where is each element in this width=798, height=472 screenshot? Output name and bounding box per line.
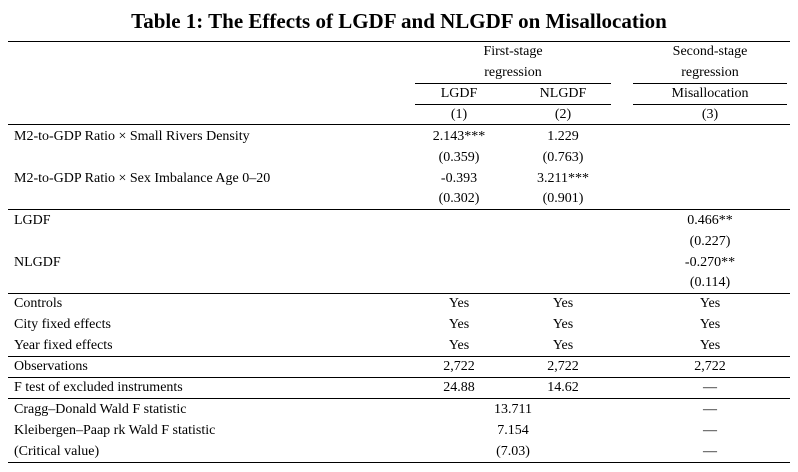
cell-nlgdf-c3: -0.270** — [684, 255, 736, 270]
panel-a-rule — [8, 209, 790, 210]
cell-year-fe-c2: Yes — [552, 338, 574, 353]
cell-observations-c2: 2,722 — [547, 359, 579, 374]
cell-observations-c3: 2,722 — [694, 359, 726, 374]
ftest-rule — [8, 398, 790, 399]
cell-year-fe-c1: Yes — [448, 338, 470, 353]
table-title: Table 1: The Effects of LGDF and NLGDF o… — [131, 9, 667, 33]
col-number-2: (2) — [554, 107, 572, 122]
col-header-lgdf: LGDF — [440, 86, 478, 101]
obs-rule — [8, 377, 790, 378]
row-label-f-test: F test of excluded instruments — [14, 380, 183, 395]
row-label-cragg-donald: Cragg–Donald Wald F statistic — [14, 402, 187, 417]
bottom-rule — [8, 462, 790, 463]
row-label-controls: Controls — [14, 296, 63, 311]
cell-f-test-c3: — — [703, 380, 717, 395]
cell-kleibergen-paap-c3: — — [703, 423, 717, 438]
cell-controls-c1: Yes — [448, 296, 470, 311]
colnum-rule-2 — [633, 104, 787, 105]
cell-sex-imbalance-c1-se: (0.302) — [438, 191, 480, 206]
cell-lgdf-c3-se: (0.227) — [689, 234, 731, 249]
cell-cragg-donald-merged: 13.711 — [494, 402, 532, 417]
cell-sex-imbalance-c1: -0.393 — [440, 171, 478, 186]
row-label-sex-imbalance: M2-to-GDP Ratio × Sex Imbalance Age 0–20 — [14, 171, 271, 186]
row-label-nlgdf: NLGDF — [14, 255, 61, 270]
cell-observations-c1: 2,722 — [443, 359, 475, 374]
col-number-3: (3) — [701, 107, 719, 122]
top-rule — [8, 41, 790, 42]
fe-rule — [8, 356, 790, 357]
first-stage-rule — [415, 83, 611, 84]
row-label-year-fe: Year fixed effects — [14, 338, 113, 353]
cell-f-test-c2: 14.62 — [547, 380, 579, 395]
cell-cragg-donald-c3: — — [703, 402, 717, 417]
row-label-kleibergen-paap: Kleibergen–Paap rk Wald F statistic — [14, 423, 216, 438]
second-stage-header-line1: Second-stage — [672, 44, 748, 59]
cell-critical-value-c3: — — [703, 444, 717, 459]
cell-sex-imbalance-c2: 3.211*** — [537, 171, 589, 186]
row-label-critical-value: (Critical value) — [14, 444, 100, 459]
cell-controls-c3: Yes — [699, 296, 721, 311]
colnum-rule-1 — [415, 104, 611, 105]
second-stage-rule — [633, 83, 787, 84]
row-label-small-rivers: M2-to-GDP Ratio × Small Rivers Density — [14, 129, 250, 144]
cell-critical-value-merged: (7.03) — [496, 444, 530, 459]
cell-kleibergen-paap-merged: 7.154 — [497, 423, 529, 438]
cell-year-fe-c3: Yes — [699, 338, 721, 353]
cell-lgdf-c3: 0.466** — [687, 213, 733, 228]
cell-nlgdf-c3-se: (0.114) — [689, 275, 731, 290]
second-stage-header-line2: regression — [681, 65, 739, 80]
cell-small-rivers-c1-se: (0.359) — [438, 150, 480, 165]
cell-city-fe-c2: Yes — [552, 317, 574, 332]
first-stage-header-line1: First-stage — [483, 44, 543, 59]
row-label-city-fe: City fixed effects — [14, 317, 111, 332]
header-bottom-rule — [8, 124, 790, 125]
cell-small-rivers-c2-se: (0.763) — [542, 150, 584, 165]
cell-small-rivers-c2: 1.229 — [547, 129, 579, 144]
col-header-misallocation: Misallocation — [671, 86, 749, 101]
panel-b-rule — [8, 293, 790, 294]
col-number-1: (1) — [450, 107, 468, 122]
cell-city-fe-c1: Yes — [448, 317, 470, 332]
cell-sex-imbalance-c2-se: (0.901) — [542, 191, 584, 206]
row-label-lgdf: LGDF — [14, 213, 51, 228]
cell-city-fe-c3: Yes — [699, 317, 721, 332]
cell-f-test-c1: 24.88 — [443, 380, 475, 395]
col-header-nlgdf: NLGDF — [539, 86, 587, 101]
first-stage-header-line2: regression — [484, 65, 542, 80]
cell-small-rivers-c1: 2.143*** — [432, 129, 486, 144]
cell-controls-c2: Yes — [552, 296, 574, 311]
row-label-observations: Observations — [14, 359, 88, 374]
